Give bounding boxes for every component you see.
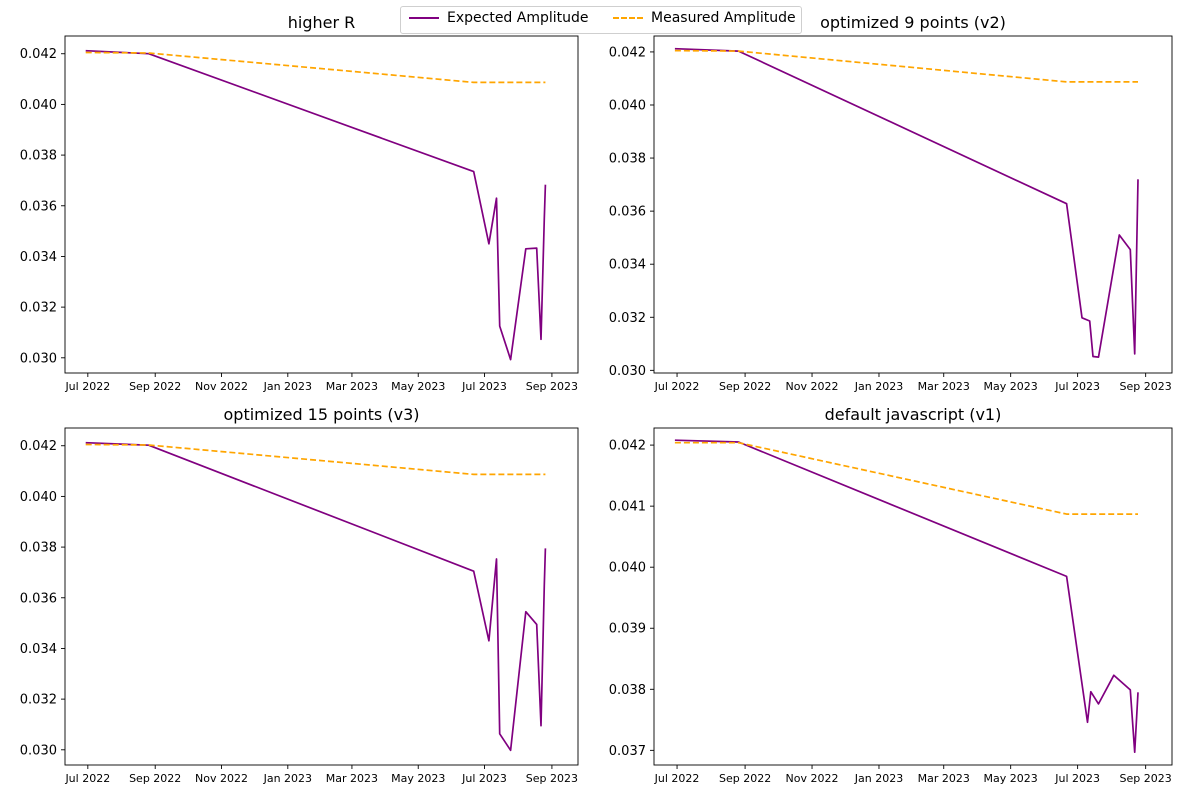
- x-tick-label: Sep 2023: [526, 772, 578, 785]
- subplot-3: optimized 15 points (v3) Jul 2022 Sep 2022…: [20, 405, 579, 785]
- subplot-title: default javascript (v1): [825, 405, 1002, 424]
- series-line-measured: [674, 441, 1138, 515]
- y-tick-label: 0.030: [609, 364, 646, 379]
- x-tick-label: Nov 2022: [195, 772, 248, 785]
- legend-label-measured: Measured Amplitude: [651, 10, 796, 26]
- x-tick-label: May 2023: [984, 772, 1038, 785]
- x-tick-label: Sep 2023: [1120, 380, 1172, 393]
- y-tick-label: 0.039: [609, 622, 646, 637]
- x-tick-label: Jul 2023: [461, 380, 507, 393]
- subplot-title: optimized 9 points (v2): [820, 13, 1006, 32]
- series-line-expected: [674, 47, 1139, 358]
- subplot-title: higher R: [288, 13, 356, 32]
- y-tick-label: 0.038: [609, 152, 646, 167]
- x-tick-label: Sep 2022: [719, 772, 771, 785]
- y-tick-label: 0.040: [20, 98, 57, 113]
- x-tick-label: Nov 2022: [786, 772, 839, 785]
- x-tick-label: Jul 2022: [654, 380, 700, 393]
- y-tick-label: 0.034: [20, 250, 57, 265]
- x-tick-label: Jan 2023: [263, 772, 312, 785]
- x-tick-label: Jul 2023: [461, 772, 507, 785]
- x-tick-label: Sep 2022: [129, 380, 181, 393]
- subplot-2: optimized 9 points (v2) Jul 2022 Sep 2022 N…: [609, 13, 1173, 393]
- y-tick-label: 0.032: [20, 301, 57, 316]
- x-tick-label: May 2023: [391, 772, 445, 785]
- y-tick-label: 0.032: [20, 693, 57, 708]
- series-line-measured: [85, 51, 546, 84]
- y-tick-label: 0.040: [609, 561, 646, 576]
- y-tick-label: 0.036: [20, 199, 57, 214]
- x-tick-label: Sep 2023: [526, 380, 578, 393]
- x-tick-label: Sep 2023: [1120, 772, 1172, 785]
- series-line-expected: [674, 439, 1139, 754]
- series-line-measured: [85, 443, 546, 476]
- figure-legend: Expected Amplitude Measured Amplitude: [400, 6, 802, 34]
- legend-label-expected: Expected Amplitude: [447, 10, 589, 26]
- y-tick-label: 0.042: [609, 439, 646, 454]
- series-line-expected: [85, 49, 547, 361]
- x-tick-label: Jul 2022: [64, 380, 110, 393]
- series-line-expected: [85, 441, 547, 752]
- y-tick-label: 0.034: [609, 258, 646, 273]
- x-tick-label: Sep 2022: [719, 380, 771, 393]
- y-tick-label: 0.038: [609, 683, 646, 698]
- subplot-1: higher R Jul 2022 Sep 2022 Nov 2022 Jan 2023…: [20, 13, 579, 393]
- y-tick-label: 0.038: [20, 149, 57, 164]
- x-tick-label: Jan 2023: [854, 380, 903, 393]
- x-tick-label: Sep 2022: [129, 772, 181, 785]
- axes-frame: [64, 35, 579, 374]
- y-tick-label: 0.034: [20, 642, 57, 657]
- legend-swatch-measured: [613, 17, 643, 19]
- x-tick-label: Jul 2022: [64, 772, 110, 785]
- x-tick-label: May 2023: [984, 380, 1038, 393]
- x-tick-label: Jan 2023: [263, 380, 312, 393]
- legend-entry-measured: Measured Amplitude: [613, 10, 796, 26]
- x-tick-label: Mar 2023: [326, 772, 378, 785]
- x-tick-label: Nov 2022: [195, 380, 248, 393]
- y-tick-label: 0.030: [20, 351, 57, 366]
- y-tick-label: 0.036: [609, 205, 646, 220]
- x-tick-label: Mar 2023: [918, 772, 970, 785]
- y-tick-label: 0.041: [609, 500, 646, 515]
- axes-frame: [653, 35, 1173, 374]
- x-tick-label: Nov 2022: [786, 380, 839, 393]
- x-tick-label: Jul 2023: [1054, 772, 1100, 785]
- x-tick-label: Jul 2023: [1054, 380, 1100, 393]
- subplot-title: optimized 15 points (v3): [224, 405, 420, 424]
- subplot-4: default javascript (v1) Jul 2022 Sep 2022 N…: [609, 405, 1173, 785]
- legend-swatch-expected: [409, 17, 439, 19]
- y-tick-label: 0.042: [609, 45, 646, 60]
- y-tick-label: 0.042: [20, 47, 57, 62]
- x-tick-label: Mar 2023: [918, 380, 970, 393]
- y-tick-label: 0.036: [20, 591, 57, 606]
- x-tick-label: May 2023: [391, 380, 445, 393]
- y-tick-label: 0.037: [609, 744, 646, 759]
- x-tick-label: Jul 2022: [654, 772, 700, 785]
- y-tick-label: 0.038: [20, 541, 57, 556]
- series-line-measured: [674, 49, 1138, 83]
- y-tick-label: 0.040: [609, 98, 646, 113]
- y-tick-label: 0.030: [20, 743, 57, 758]
- y-tick-label: 0.032: [609, 311, 646, 326]
- x-tick-label: Mar 2023: [326, 380, 378, 393]
- axes-frame: [64, 427, 579, 766]
- y-tick-label: 0.042: [20, 439, 57, 454]
- x-tick-label: Jan 2023: [854, 772, 903, 785]
- legend-entry-expected: Expected Amplitude: [409, 10, 589, 26]
- y-tick-label: 0.040: [20, 490, 57, 505]
- axes-frame: [653, 427, 1173, 766]
